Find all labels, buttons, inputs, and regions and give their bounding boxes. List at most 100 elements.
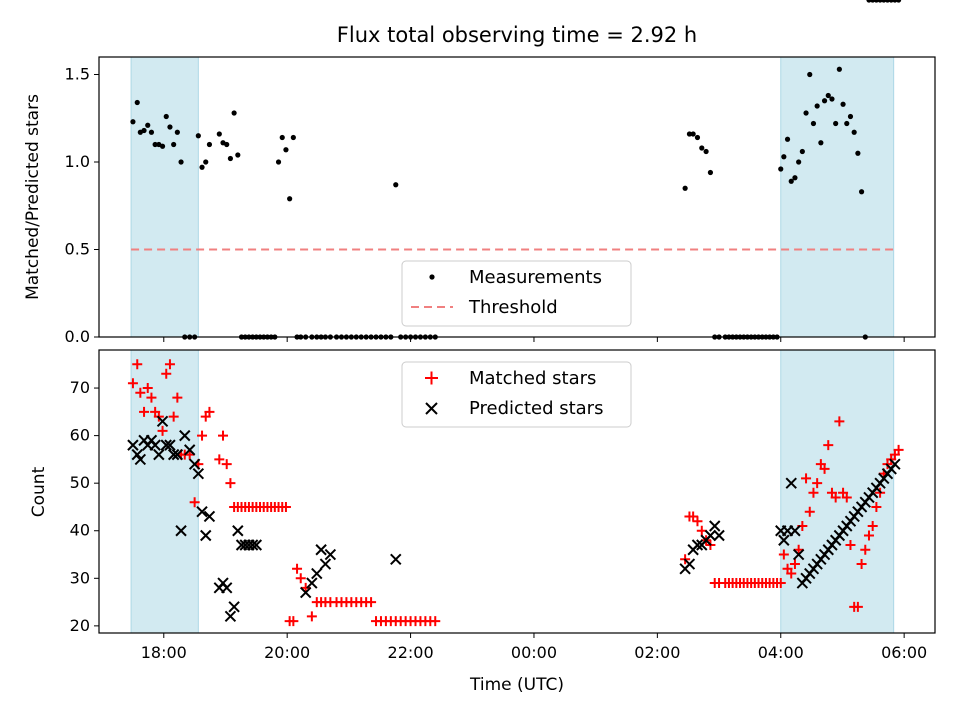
measurement-point	[224, 141, 230, 148]
matched-star-marker	[775, 578, 786, 589]
matched-star-marker	[295, 573, 306, 584]
predicted-star-marker	[200, 529, 212, 542]
measurement-point	[195, 133, 201, 139]
predicted-star-marker	[704, 529, 717, 542]
measurement-point	[844, 120, 850, 127]
measurement-point	[858, 189, 865, 195]
measurement-point	[781, 154, 787, 160]
predicted-star-marker	[127, 439, 139, 451]
predicted-star-marker	[246, 539, 259, 551]
matched-star-marker	[841, 492, 852, 503]
measurement-point	[829, 96, 835, 102]
measurement-point	[206, 141, 213, 148]
predicted-star-marker	[792, 548, 805, 561]
shaded-interval	[780, 56, 895, 338]
matched-star-marker	[830, 492, 841, 503]
y-tick-label: 0.0	[65, 327, 90, 346]
matched-star-marker	[696, 525, 707, 536]
measurement-point	[279, 134, 285, 141]
predicted-star-marker	[134, 453, 147, 466]
predicted-star-marker	[709, 520, 721, 532]
matched-star-marker	[168, 411, 179, 422]
matched-star-marker	[218, 430, 229, 441]
predicted-star-marker	[196, 506, 208, 518]
measurement-point	[851, 129, 857, 135]
matched-star-marker	[172, 392, 183, 403]
bottom-legend-box	[401, 361, 632, 428]
matched-star-marker	[793, 544, 804, 555]
predicted-star-marker	[156, 415, 169, 428]
x-axis-label: Time (UTC)	[469, 675, 564, 695]
matched-star-marker	[161, 368, 172, 379]
measurement-point	[163, 113, 169, 120]
matched-star-marker	[189, 497, 200, 508]
predicted-star-marker	[299, 586, 312, 599]
x-tick-label: 20:00	[264, 643, 310, 662]
matched-star-marker	[856, 559, 867, 570]
matched-star-marker	[280, 501, 291, 512]
measurement-point	[847, 113, 854, 120]
measurement-point	[821, 98, 828, 104]
y-tick-label: 50	[70, 473, 90, 492]
measurement-point	[814, 103, 820, 109]
matched-star-marker	[819, 463, 830, 474]
matched-star-marker	[157, 425, 168, 436]
predicted-star-marker	[250, 539, 263, 551]
y-tick-label: 70	[70, 378, 90, 397]
predicted-star-marker	[149, 439, 161, 451]
matched-star-marker	[786, 568, 797, 579]
legend-predicted-label: Predicted stars	[469, 398, 603, 419]
y-tick-label: 30	[70, 568, 90, 587]
matched-star-marker	[139, 406, 150, 417]
top-x-ticks	[163, 337, 905, 342]
matched-star-marker	[204, 406, 215, 417]
measurement-point	[130, 119, 136, 125]
predicted-star-marker	[164, 439, 176, 451]
x-tick-label: 22:00	[388, 643, 434, 662]
measurement-point	[216, 131, 222, 137]
measurement-point	[235, 152, 241, 158]
measurement-point	[686, 131, 693, 137]
predicted-star-marker	[789, 525, 801, 537]
matched-star-marker	[135, 387, 146, 398]
legend-measurements-marker	[429, 274, 435, 280]
predicted-star-marker	[179, 429, 191, 442]
shaded-interval	[780, 349, 895, 634]
measurement-point	[199, 164, 205, 170]
measurement-point	[818, 140, 824, 146]
matched-star-marker	[300, 582, 311, 593]
y-tick-label: 40	[70, 521, 90, 540]
measurement-point	[148, 129, 155, 135]
measurement-point	[682, 185, 688, 191]
top-y-ticks: 0.0 0.5 1.0 1.5	[65, 65, 99, 346]
measurement-point	[807, 71, 813, 78]
matched-star-markers	[127, 359, 904, 627]
matched-star-marker	[164, 359, 175, 370]
predicted-star-marker	[188, 458, 201, 470]
matched-star-marker	[852, 601, 863, 612]
shaded-interval	[130, 56, 199, 338]
measurement-point	[690, 131, 696, 137]
predicted-star-marker	[171, 448, 184, 461]
matched-star-marker	[860, 544, 871, 555]
matched-star-marker	[132, 359, 143, 370]
measurement-point	[707, 169, 714, 176]
predicted-star-marker	[691, 539, 704, 551]
matched-star-marker	[804, 506, 815, 517]
matched-star-marker	[127, 378, 138, 389]
y-tick-label: 60	[70, 426, 90, 445]
predicted-star-marker	[683, 558, 696, 570]
measurement-point	[784, 136, 791, 142]
predicted-star-marker	[175, 525, 187, 537]
x-tick-label: 06:00	[881, 643, 927, 662]
measurement-point	[134, 99, 140, 106]
predicted-star-marker	[306, 577, 318, 589]
matched-star-marker	[292, 563, 303, 574]
predicted-star-marker	[311, 567, 323, 580]
matched-star-marker	[871, 501, 882, 512]
top-axes-frame	[98, 56, 936, 338]
matched-star-marker	[801, 473, 812, 484]
matched-star-marker	[146, 392, 157, 403]
measurement-point	[159, 143, 166, 149]
measurement-point	[796, 159, 802, 165]
